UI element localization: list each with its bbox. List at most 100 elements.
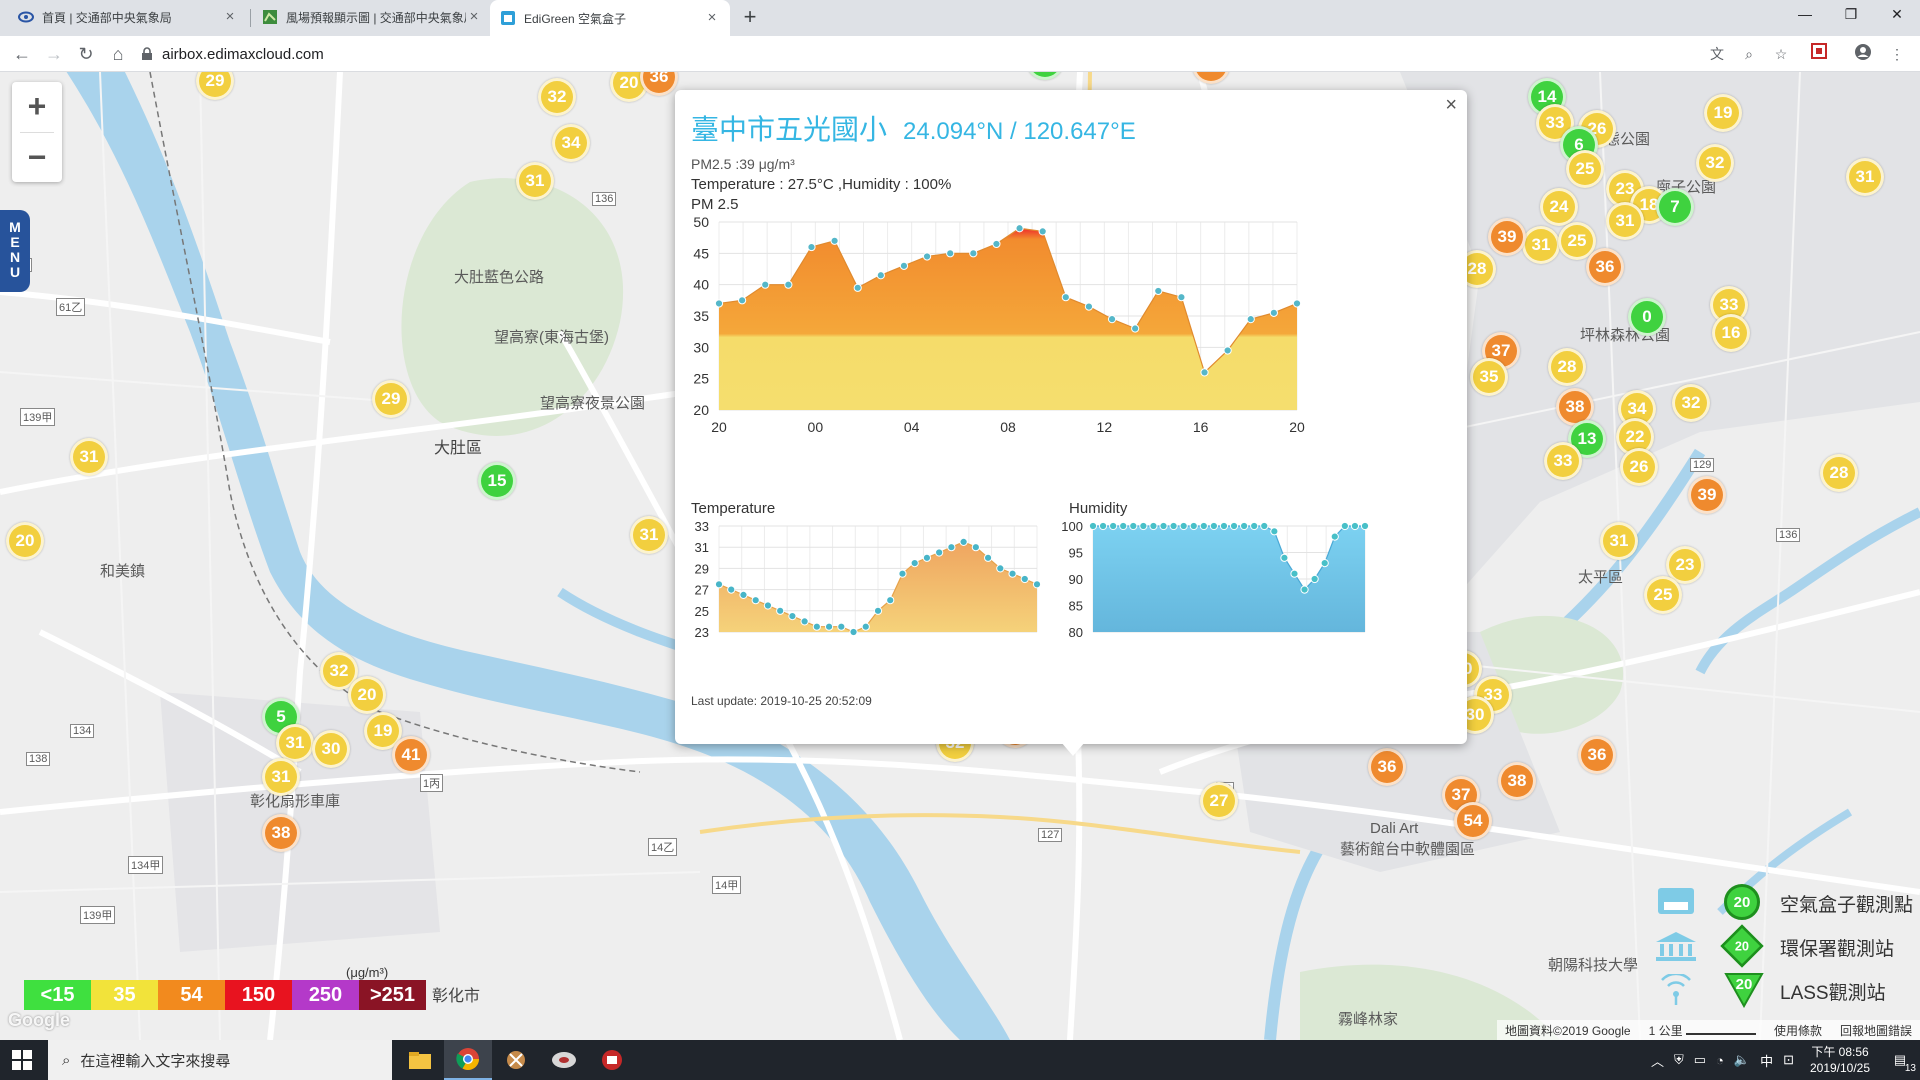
airbox-marker[interactable]: 30 (1456, 696, 1494, 734)
terms-link[interactable]: 使用條款 (1773, 1023, 1822, 1038)
airbox-marker[interactable]: 37 (1482, 332, 1520, 370)
airbox-marker[interactable]: 26 (1620, 448, 1658, 486)
new-tab-button[interactable]: + (743, 4, 757, 29)
tab-close-icon[interactable]: × (225, 8, 235, 25)
airbox-marker[interactable]: 29 (372, 380, 410, 418)
airbox-marker[interactable]: 19 (1704, 94, 1742, 132)
windows-start-icon[interactable] (12, 1050, 32, 1070)
airbox-marker[interactable]: 31 (262, 758, 300, 796)
airbox-marker[interactable]: 33 (1544, 442, 1582, 480)
airbox-marker[interactable]: 28 (1548, 348, 1586, 386)
battery-icon[interactable]: ▭ (1693, 1052, 1707, 1067)
airbox-marker[interactable]: 33 (1536, 104, 1574, 142)
airbox-marker[interactable]: 15 (478, 462, 516, 500)
maximize-button[interactable]: ❐ (1844, 6, 1858, 22)
popup-close-button[interactable]: × (1445, 94, 1457, 116)
airbox-marker[interactable]: 20 (348, 676, 386, 714)
airbox-marker[interactable]: 31 (630, 516, 668, 554)
file-explorer-icon[interactable] (396, 1040, 444, 1080)
map-canvas[interactable]: 大肚藍色公路 望高寮(東海古堡) 望高寮夜景公園 大肚區 和美鎮 彰化扇形車庫 … (0, 72, 1920, 1040)
address-bar[interactable]: airbox.edimaxcloud.com (140, 40, 1840, 68)
volume-icon[interactable]: 🔈 (1733, 1052, 1751, 1067)
airbox-marker[interactable]: 38 (1498, 762, 1536, 800)
airbox-marker[interactable]: 20 (6, 522, 44, 560)
profile-icon[interactable] (1852, 43, 1874, 65)
zoom-in-button[interactable]: + (27, 88, 47, 124)
airbox-marker[interactable]: 36 (1578, 736, 1616, 774)
airbox-marker[interactable]: 34 (552, 124, 590, 162)
airbox-marker[interactable]: 32 (538, 78, 576, 116)
airbox-marker[interactable]: 36 (640, 72, 678, 96)
app-icon[interactable] (588, 1040, 636, 1080)
taskbar-search[interactable]: ⌕ 在這裡輸入文字來搜尋 (48, 1040, 392, 1080)
airbox-marker[interactable]: 25 (1566, 150, 1604, 188)
snipping-tool-icon[interactable] (492, 1040, 540, 1080)
airbox-marker[interactable]: 24 (1540, 188, 1578, 226)
close-window-button[interactable]: ✕ (1891, 6, 1903, 22)
reload-icon[interactable]: ↻ (78, 44, 94, 64)
airbox-marker[interactable]: 38 (262, 814, 300, 852)
forward-icon[interactable]: → (45, 44, 63, 64)
airbox-marker[interactable]: 33 (1474, 676, 1512, 714)
data-point (1350, 521, 1360, 531)
data-point (886, 596, 895, 605)
airbox-marker[interactable]: 30 (312, 730, 350, 768)
airbox-marker[interactable]: 39 (1688, 476, 1726, 514)
airbox-marker[interactable]: 23 (1666, 546, 1704, 584)
airbox-marker[interactable]: 31 (276, 724, 314, 762)
airbox-marker[interactable]: 32 (320, 652, 358, 690)
browser-tab[interactable]: 首頁 | 交通部中央氣象局 × (8, 0, 248, 34)
airbox-marker[interactable]: 25 (1644, 576, 1682, 614)
airbox-marker[interactable]: 7 (1656, 188, 1694, 226)
airbox-marker[interactable]: 0 (1628, 298, 1666, 336)
airbox-marker[interactable]: 13 (1568, 420, 1606, 458)
report-error-link[interactable]: 回報地圖錯誤 (1839, 1023, 1912, 1038)
airbox-marker[interactable]: 34 (1618, 390, 1656, 428)
translate-icon[interactable]: 文 (1710, 46, 1724, 62)
airbox-marker[interactable]: 31 (1522, 226, 1560, 264)
minimize-button[interactable]: — (1798, 6, 1812, 22)
zoom-out-button[interactable]: − (27, 139, 47, 175)
airbox-marker[interactable]: 27 (1200, 782, 1238, 820)
airbox-marker[interactable]: 39 (1488, 218, 1526, 256)
airbox-marker[interactable]: 35 (1470, 358, 1508, 396)
chrome-icon[interactable] (444, 1040, 492, 1080)
airbox-marker[interactable]: 14 (1528, 78, 1566, 116)
airbox-marker[interactable]: 28 (1820, 454, 1858, 492)
tab-close-icon[interactable]: × (707, 9, 717, 26)
clock[interactable]: 下午 08:56 2019/10/25 (1800, 1044, 1880, 1076)
tab-close-icon[interactable]: × (469, 8, 479, 25)
airbox-marker[interactable]: 31 (70, 438, 108, 476)
airbox-marker[interactable]: 31 (516, 162, 554, 200)
airbox-marker[interactable]: 54 (1454, 802, 1492, 840)
show-hidden-icons[interactable]: ︿ (1650, 1053, 1664, 1069)
airbox-marker[interactable]: 36 (1586, 248, 1624, 286)
airbox-marker[interactable]: 16 (1712, 314, 1750, 352)
more-menu-icon[interactable]: ⋮ (1890, 46, 1904, 62)
back-icon[interactable]: ← (13, 44, 31, 64)
airbox-marker[interactable]: 31 (1600, 522, 1638, 560)
zoom-icon[interactable]: ⌕ (1745, 46, 1753, 62)
airbox-marker[interactable]: 41 (392, 736, 430, 774)
airbox-marker[interactable]: 32 (1696, 144, 1734, 182)
bookmark-star-icon[interactable]: ☆ (1774, 46, 1788, 62)
security-icon[interactable]: ⛨ (1673, 1052, 1684, 1067)
ime-indicator[interactable]: 中 (1760, 1053, 1774, 1069)
notifications-icon[interactable]: ▤ 13 (1880, 1040, 1920, 1080)
browser-tab-active[interactable]: EdiGreen 空氣盒子 × (490, 0, 730, 36)
airbox-marker[interactable]: 38 (1556, 388, 1594, 426)
browser-tab[interactable]: 風場預報顯示圖 | 交通部中央氣象局 × (252, 0, 492, 34)
extension-icon[interactable] (1808, 43, 1830, 65)
ime-mode-icon[interactable]: ⊡ (1783, 1052, 1794, 1067)
airbox-marker[interactable]: 25 (1558, 222, 1596, 260)
wifi-icon[interactable]: ◔ (1716, 1052, 1724, 1068)
app-icon[interactable] (540, 1040, 588, 1080)
airbox-marker[interactable]: 36 (1368, 748, 1406, 786)
airbox-marker[interactable]: 32 (1672, 384, 1710, 422)
airbox-marker[interactable]: 19 (364, 712, 402, 750)
airbox-marker[interactable]: 31 (1606, 202, 1644, 240)
google-logo[interactable]: Google (8, 1010, 70, 1030)
home-icon[interactable]: ⌂ (112, 44, 124, 64)
airbox-marker[interactable]: 31 (1846, 158, 1884, 196)
